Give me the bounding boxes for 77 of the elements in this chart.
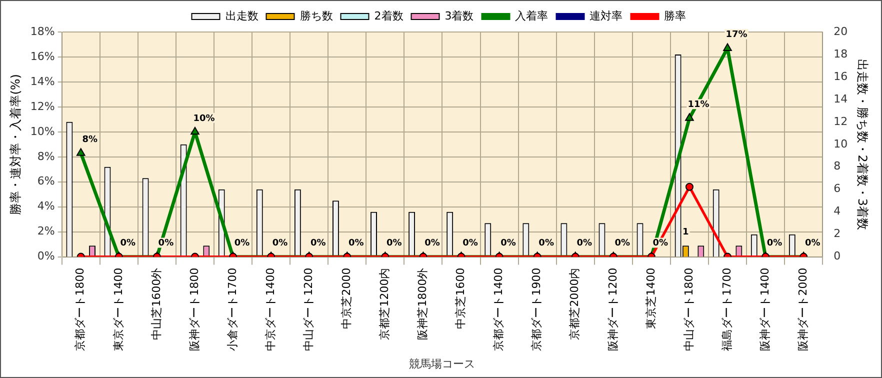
data-label: 0% xyxy=(652,238,668,249)
x-tick-label: 中京芝1600 xyxy=(454,268,468,329)
y-tick-label: 2% xyxy=(37,224,55,238)
x-tick-label: 京都芝2000内 xyxy=(568,268,582,340)
x-tick-label: 阪神ダート1200 xyxy=(606,268,620,351)
y-tick-label: 6% xyxy=(37,174,55,188)
x-tick-label: 中京ダート1400 xyxy=(264,268,277,351)
x-tick-label: 阪神ダート1800 xyxy=(188,268,201,351)
y-tick-label: 4% xyxy=(37,200,55,213)
y2-axis-title: 出走数・勝ち数・2着数・3着数 xyxy=(856,58,870,230)
x-tick-label: 東京ダート1400 xyxy=(112,268,125,351)
x-tick-label: 京都ダート1800 xyxy=(74,268,87,351)
data-label: 0% xyxy=(804,238,820,249)
y2-tick-label: 0 xyxy=(834,250,841,263)
y2-tick-label: 6 xyxy=(834,182,841,196)
x-axis-title: 競馬場コース xyxy=(409,357,476,370)
legend-label: 連対率 xyxy=(590,9,623,22)
x-tick-label: 京都芝1200内 xyxy=(378,268,392,340)
data-label: 11% xyxy=(688,100,710,110)
legend-label: 3着数 xyxy=(444,9,474,22)
legend-label: 出走数 xyxy=(225,9,258,22)
point xyxy=(190,126,200,135)
y2-tick-label: 20 xyxy=(834,24,848,38)
data-label: 0% xyxy=(766,238,782,249)
x-tick-label: 阪神ダート1400 xyxy=(758,268,772,351)
y2-tick-label: 14 xyxy=(834,92,848,106)
point xyxy=(685,182,694,191)
x-tick-label: 中京芝2000 xyxy=(340,268,353,329)
y-tick-label: 10% xyxy=(30,124,55,138)
point xyxy=(76,148,86,156)
data-label: 0% xyxy=(386,238,402,249)
data-label: 0% xyxy=(500,238,516,249)
point xyxy=(723,43,732,51)
y2-tick-label: 4 xyxy=(834,204,841,218)
x-tick-label: 中山ダート1200 xyxy=(302,268,315,351)
data-label: 0% xyxy=(462,238,478,249)
y2-tick-label: 18 xyxy=(834,47,848,60)
data-label: 0% xyxy=(348,238,364,249)
data-label: 0% xyxy=(120,238,136,249)
x-tick-label: 京都ダート1900 xyxy=(530,268,544,351)
y-tick-label: 0% xyxy=(37,250,55,263)
legend-label: 勝ち数 xyxy=(300,9,333,22)
data-label: 17% xyxy=(726,30,748,40)
x-tick-label: 小倉ダート1700 xyxy=(226,268,239,351)
x-tick-label: 中山芝1600外 xyxy=(150,268,163,340)
data-label: 10% xyxy=(193,114,215,124)
y-tick-label: 8% xyxy=(37,150,55,163)
legend-label: 入着率 xyxy=(515,9,548,22)
data-label: 1 xyxy=(682,227,689,238)
x-tick-label: 阪神ダート2000 xyxy=(796,268,810,351)
y2-tick-label: 2 xyxy=(834,227,841,240)
data-label: 0% xyxy=(234,238,250,249)
y2-tick-label: 10 xyxy=(834,137,848,150)
data-label: 0% xyxy=(424,238,440,249)
data-label: 0% xyxy=(576,238,592,249)
y2-tick-label: 16 xyxy=(834,70,848,83)
x-tick-label: 阪神芝1800外 xyxy=(416,268,430,340)
point xyxy=(685,113,694,121)
x-tick-label: 福島ダート1700 xyxy=(720,268,734,351)
legend-label: 2着数 xyxy=(374,9,404,22)
data-label: 0% xyxy=(310,238,326,249)
y2-tick-label: 12 xyxy=(834,114,848,128)
y-tick-label: 14% xyxy=(30,74,55,88)
x-tick-label: 京都ダート1400 xyxy=(492,268,506,351)
data-label: 8% xyxy=(82,134,98,145)
x-tick-label: 東京芝1400 xyxy=(644,268,658,329)
y2-tick-label: 8 xyxy=(834,160,841,173)
y-axis-title: 勝率・連対率・入着率(%) xyxy=(8,74,22,215)
y-tick-label: 16% xyxy=(30,50,55,63)
y-tick-label: 18% xyxy=(30,24,55,38)
data-label: 0% xyxy=(614,238,630,249)
data-label: 0% xyxy=(158,238,174,249)
data-label: 0% xyxy=(272,238,288,249)
data-label: 0% xyxy=(538,238,554,249)
legend-label: 勝率 xyxy=(664,9,686,22)
y-tick-label: 12% xyxy=(30,100,55,113)
x-tick-label: 中山ダート1800 xyxy=(682,268,696,351)
